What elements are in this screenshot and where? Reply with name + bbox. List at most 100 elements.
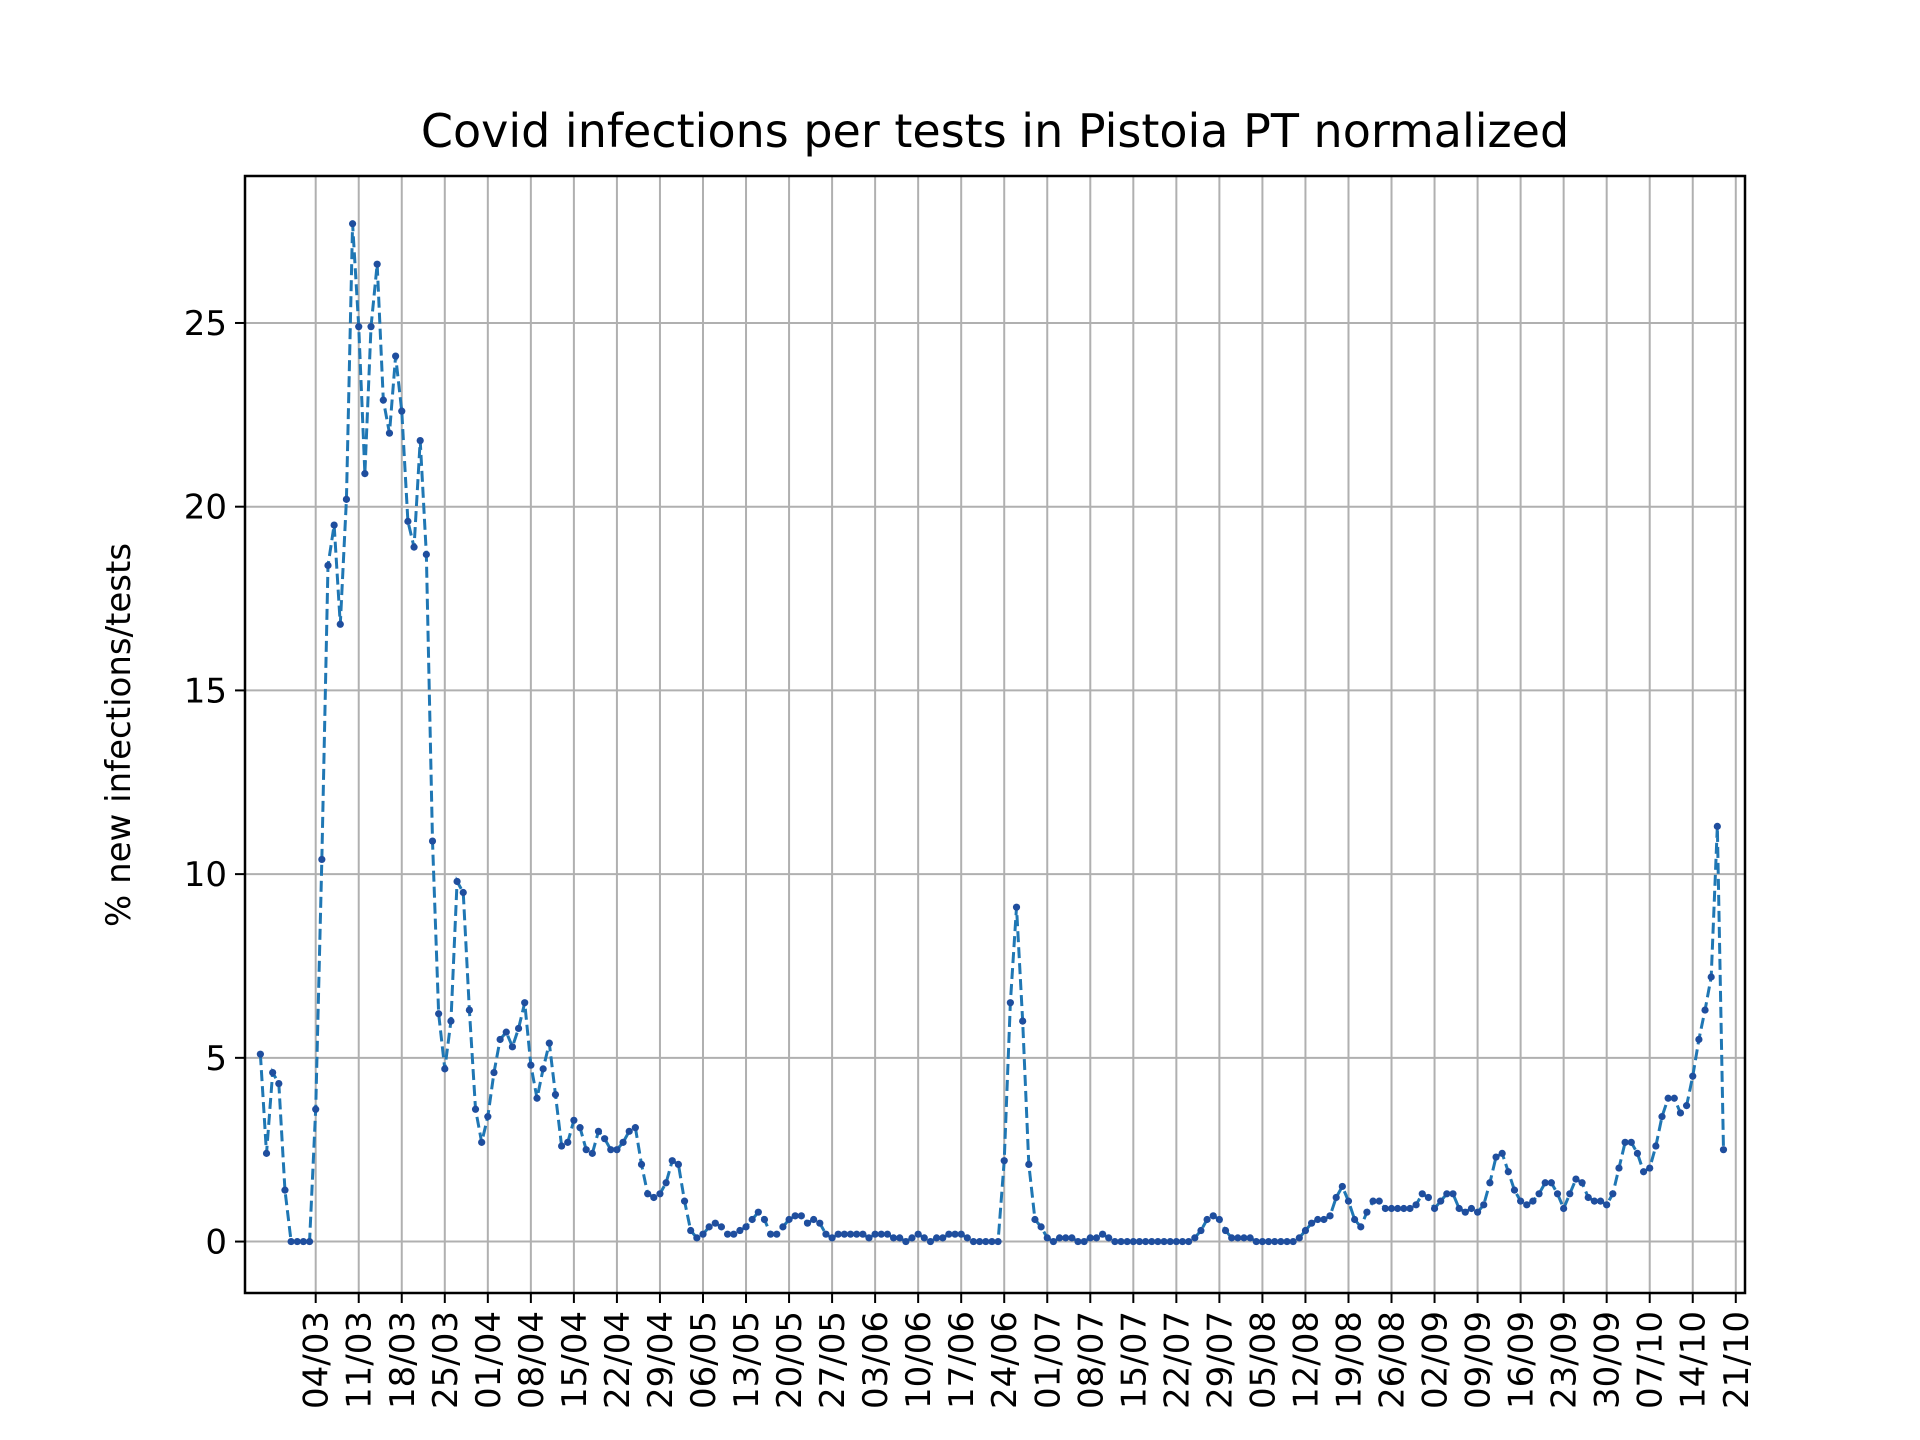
data-point	[1160, 1237, 1168, 1246]
data-point	[1117, 1237, 1125, 1246]
data-point	[1437, 1197, 1445, 1205]
data-point	[256, 1050, 264, 1058]
data-point	[1510, 1186, 1519, 1194]
data-point	[588, 1149, 596, 1157]
data-point	[422, 550, 430, 559]
data-point	[853, 1230, 861, 1238]
data-point	[404, 517, 412, 525]
data-point	[1547, 1179, 1555, 1187]
data-point	[742, 1223, 750, 1231]
x-tick-label: 08/04	[512, 1311, 552, 1409]
data-point	[957, 1230, 965, 1238]
data-point	[767, 1230, 775, 1238]
data-point	[1068, 1234, 1076, 1242]
series	[256, 220, 1728, 1246]
data-point	[779, 1223, 787, 1231]
data-point	[1572, 1175, 1580, 1183]
data-point	[1449, 1190, 1457, 1198]
x-tick-label: 09/09	[1459, 1311, 1499, 1409]
data-point	[773, 1230, 781, 1238]
data-point	[1006, 999, 1014, 1007]
data-point	[1535, 1190, 1543, 1198]
data-point	[594, 1127, 603, 1135]
x-tick-label: 20/05	[770, 1311, 810, 1409]
data-point	[459, 888, 467, 897]
data-point	[1394, 1204, 1402, 1213]
data-point	[471, 1105, 480, 1113]
data-point	[1603, 1201, 1611, 1209]
data-point	[896, 1234, 904, 1242]
data-point	[1351, 1215, 1359, 1224]
data-point	[1332, 1193, 1340, 1202]
y-axis-label: % new infections/tests	[99, 543, 139, 927]
data-point	[1400, 1204, 1408, 1213]
data-point	[1012, 903, 1021, 911]
data-point	[1467, 1204, 1476, 1213]
data-point	[865, 1234, 873, 1242]
data-point	[330, 521, 338, 529]
data-point	[373, 260, 381, 268]
data-point	[1590, 1197, 1598, 1205]
data-point	[1670, 1094, 1678, 1102]
data-point	[920, 1234, 928, 1242]
data-point	[1271, 1237, 1279, 1246]
y-tick-label: 10	[184, 855, 227, 895]
data-point	[711, 1219, 719, 1227]
data-point	[644, 1190, 652, 1198]
data-point	[478, 1138, 486, 1146]
data-point	[619, 1138, 627, 1146]
data-point	[1326, 1212, 1334, 1220]
x-tick-label: 16/09	[1502, 1311, 1542, 1409]
data-point	[951, 1230, 959, 1238]
data-point	[342, 495, 351, 503]
data-point	[1234, 1234, 1242, 1242]
data-point	[269, 1068, 277, 1077]
data-point	[1191, 1234, 1199, 1242]
data-point	[508, 1043, 517, 1051]
data-point	[914, 1230, 922, 1238]
data-point	[570, 1116, 578, 1124]
data-point	[514, 1024, 523, 1033]
data-point	[1062, 1234, 1070, 1242]
x-tick-label: 30/09	[1588, 1311, 1628, 1409]
plot-frame	[243, 174, 1747, 1295]
data-point	[982, 1237, 990, 1246]
data-point	[379, 396, 387, 404]
data-point	[748, 1215, 756, 1224]
data-point	[416, 436, 424, 445]
data-point	[680, 1197, 689, 1205]
data-point	[355, 323, 363, 331]
data-point	[1307, 1219, 1316, 1227]
data-point	[1043, 1234, 1051, 1242]
data-point	[582, 1146, 590, 1154]
data-point	[1252, 1237, 1260, 1246]
data-point	[1676, 1109, 1685, 1117]
x-tick-label: 24/06	[985, 1311, 1025, 1409]
x-tick-label: 06/05	[684, 1311, 724, 1409]
data-point	[576, 1124, 584, 1132]
grid	[245, 176, 1745, 1293]
data-point	[1338, 1182, 1346, 1191]
data-point	[625, 1127, 633, 1135]
x-tick-label: 02/09	[1416, 1311, 1456, 1409]
data-point	[312, 1105, 320, 1113]
data-point	[883, 1230, 892, 1238]
data-point	[994, 1237, 1002, 1246]
data-point	[361, 470, 369, 478]
data-point	[1055, 1234, 1064, 1242]
y-tick-label: 0	[205, 1223, 227, 1263]
data-point	[1086, 1234, 1094, 1242]
data-point	[324, 561, 332, 570]
data-point	[539, 1065, 547, 1073]
x-tick-label: 01/04	[469, 1311, 509, 1409]
data-point	[1517, 1197, 1525, 1205]
data-point	[674, 1160, 683, 1168]
data-point	[637, 1160, 646, 1168]
x-tick-label: 07/10	[1631, 1311, 1671, 1409]
data-point	[392, 352, 400, 360]
data-point	[1707, 973, 1715, 981]
data-point	[1381, 1204, 1389, 1213]
data-point	[1492, 1153, 1500, 1161]
data-point	[1129, 1237, 1137, 1246]
x-tick-label: 25/03	[426, 1311, 466, 1409]
